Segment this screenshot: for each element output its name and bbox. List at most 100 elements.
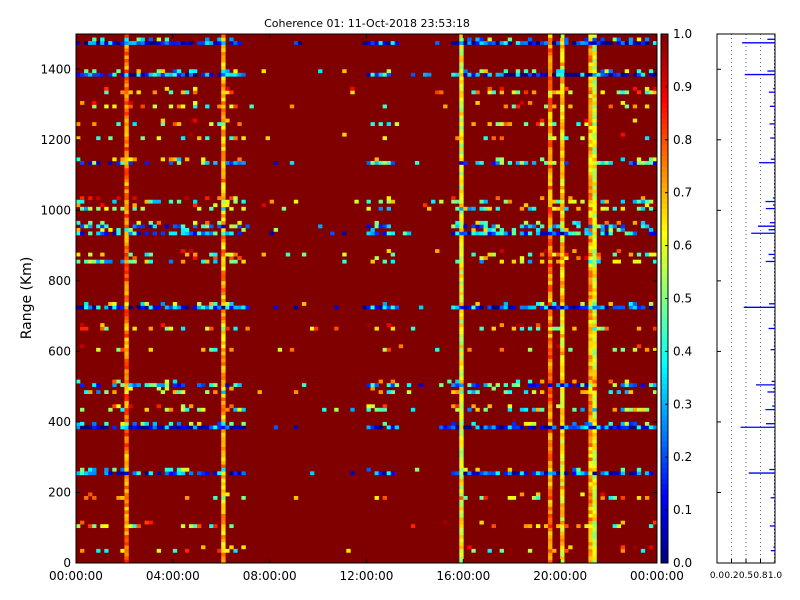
- heatmap-cell: [560, 305, 565, 310]
- heatmap-cell: [560, 227, 565, 232]
- heatmap-cell: [233, 259, 238, 264]
- heatmap-cell: [560, 386, 565, 391]
- heatmap-cell: [560, 294, 565, 299]
- heatmap-cell: [628, 305, 634, 310]
- colorbar-segment: [661, 303, 668, 310]
- heatmap-cell: [124, 65, 129, 70]
- heatmap-cell: [221, 474, 226, 479]
- heatmap-cell: [527, 326, 533, 331]
- heatmap-cell: [560, 443, 565, 447]
- heatmap-cell: [164, 383, 170, 387]
- heatmap-cell: [88, 41, 93, 45]
- heatmap-cell: [128, 524, 133, 529]
- heatmap-cell: [221, 361, 226, 366]
- heatmap-cell: [523, 160, 529, 165]
- heatmap-cell: [124, 333, 129, 338]
- heatmap-cell: [592, 48, 597, 52]
- heatmap-cell: [515, 379, 521, 384]
- colorbar-segment: [661, 425, 668, 432]
- heatmap-cell: [221, 453, 226, 458]
- heatmap-cell: [124, 460, 129, 465]
- heatmap-cell: [507, 305, 513, 310]
- heatmap-cell: [604, 69, 609, 74]
- heatmap-cell: [592, 309, 597, 313]
- heatmap-cell: [556, 326, 561, 331]
- heatmap-cell: [237, 220, 242, 225]
- heatmap-cell: [124, 400, 129, 405]
- heatmap-cell: [620, 495, 626, 500]
- heatmap-cell: [213, 524, 218, 529]
- heatmap-cell: [523, 390, 529, 395]
- heatmap-cell: [112, 41, 117, 45]
- heatmap-cell: [523, 203, 529, 208]
- heatmap-cell: [92, 122, 97, 126]
- heatmap-cell: [233, 196, 238, 201]
- heatmap-cell: [459, 41, 464, 45]
- heatmap-cell: [507, 41, 513, 45]
- heatmap-cell: [588, 97, 593, 102]
- heatmap-cell: [588, 474, 593, 479]
- heatmap-cell: [390, 252, 396, 257]
- y-tick-label: 600: [48, 344, 71, 358]
- heatmap-cell: [96, 136, 101, 141]
- heatmap-cell: [475, 231, 480, 236]
- heatmap-cell: [124, 252, 129, 257]
- heatmap-cell: [459, 517, 464, 521]
- heatmap-cell: [544, 471, 549, 476]
- heatmap-cell: [527, 379, 533, 384]
- heatmap-cell: [560, 132, 565, 137]
- heatmap-cell: [201, 305, 206, 310]
- heatmap-cell: [233, 548, 238, 553]
- heatmap-cell: [451, 421, 456, 426]
- heatmap-cell: [588, 425, 593, 430]
- heatmap-cell: [568, 196, 573, 201]
- heatmap-cell: [459, 531, 464, 536]
- heatmap-cell: [120, 548, 125, 553]
- heatmap-cell: [640, 41, 646, 45]
- heatmap-cell: [507, 231, 513, 236]
- heatmap-cell: [592, 316, 597, 320]
- heatmap-cell: [221, 224, 226, 229]
- heatmap-cell: [632, 407, 638, 412]
- heatmap-cell: [124, 157, 129, 162]
- heatmap-cell: [221, 407, 226, 412]
- heatmap-cell: [592, 347, 597, 352]
- heatmap-cell: [628, 390, 634, 395]
- heatmap-cell: [548, 277, 553, 282]
- heatmap-cell: [548, 365, 553, 370]
- heatmap-cell: [80, 467, 85, 472]
- heatmap-cell: [463, 305, 468, 310]
- heatmap-cell: [592, 305, 597, 310]
- heatmap-cell: [592, 376, 597, 380]
- heatmap-cell: [76, 227, 81, 232]
- heatmap-cell: [527, 41, 533, 45]
- heatmap-cell: [499, 249, 504, 253]
- heatmap-cell: [362, 305, 367, 310]
- heatmap-cell: [560, 517, 565, 521]
- heatmap-cell: [124, 224, 129, 229]
- heatmap-cell: [648, 305, 654, 310]
- heatmap-cell: [221, 206, 226, 211]
- heatmap-cell: [120, 90, 125, 95]
- heatmap-cell: [188, 72, 194, 77]
- heatmap-cell: [592, 425, 597, 430]
- heatmap-cell: [124, 319, 129, 324]
- heatmap-cell: [459, 548, 464, 553]
- heatmap-cell: [229, 421, 234, 426]
- heatmap-cell: [548, 555, 553, 560]
- heatmap-cell: [459, 83, 464, 88]
- heatmap-cell: [370, 259, 375, 264]
- heatmap-cell: [172, 157, 178, 162]
- heatmap-cell: [221, 397, 226, 402]
- heatmap-cell: [459, 182, 464, 186]
- heatmap-cell: [318, 69, 323, 74]
- colorbar-segment: [661, 388, 668, 395]
- heatmap-cell: [560, 457, 565, 462]
- heatmap-cell: [560, 111, 565, 116]
- heatmap-cell: [467, 425, 472, 430]
- heatmap-cell: [548, 242, 553, 246]
- heatmap-cell: [184, 548, 190, 553]
- heatmap-cell: [644, 104, 650, 109]
- heatmap-cell: [584, 122, 589, 126]
- heatmap-cell: [459, 432, 464, 437]
